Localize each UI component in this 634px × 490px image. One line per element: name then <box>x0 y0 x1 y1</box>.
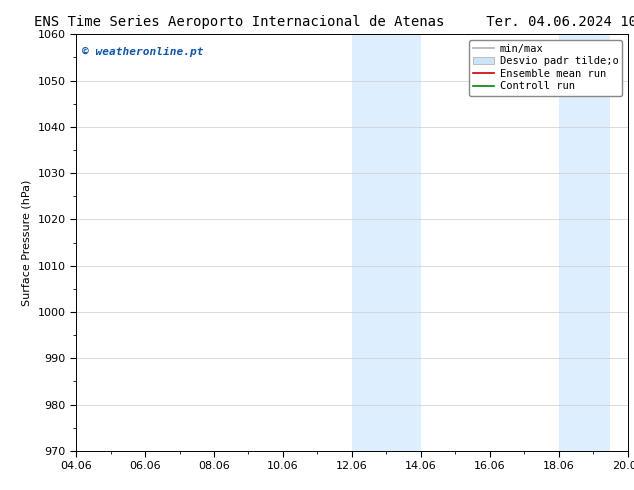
Bar <box>559 34 611 451</box>
Bar <box>352 34 421 451</box>
Y-axis label: Surface Pressure (hPa): Surface Pressure (hPa) <box>22 179 32 306</box>
Legend: min/max, Desvio padr tilde;o, Ensemble mean run, Controll run: min/max, Desvio padr tilde;o, Ensemble m… <box>469 40 623 96</box>
Text: © weatheronline.pt: © weatheronline.pt <box>82 47 203 57</box>
Title: ENS Time Series Aeroporto Internacional de Atenas     Ter. 04.06.2024 10 UTC: ENS Time Series Aeroporto Internacional … <box>34 15 634 29</box>
